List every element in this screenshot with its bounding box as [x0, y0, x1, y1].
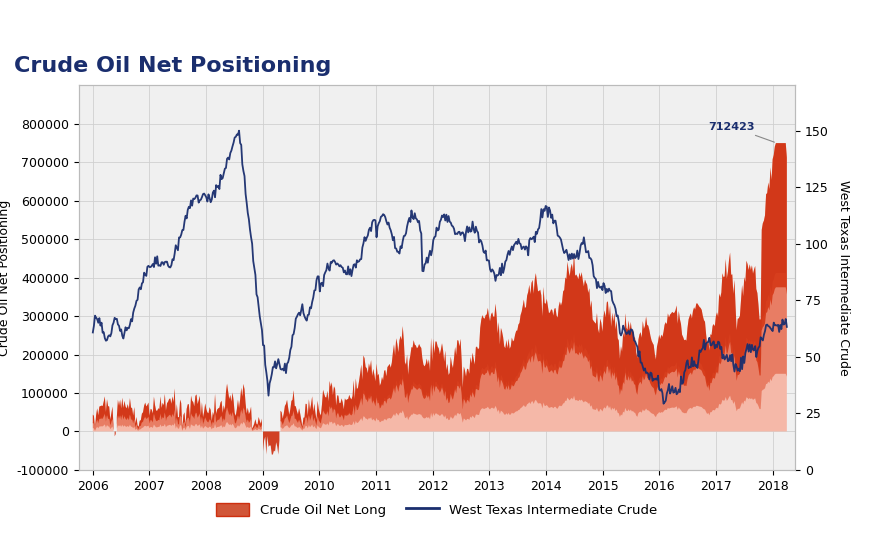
- Text: Crude Oil Net Positioning: Crude Oil Net Positioning: [14, 56, 331, 75]
- Y-axis label: Crude Oil Net Positioning: Crude Oil Net Positioning: [0, 200, 11, 356]
- Text: 712423: 712423: [708, 122, 774, 142]
- Legend: Crude Oil Net Long, West Texas Intermediate Crude: Crude Oil Net Long, West Texas Intermedi…: [212, 497, 662, 522]
- Y-axis label: West Texas Intermediate Crude: West Texas Intermediate Crude: [837, 180, 850, 375]
